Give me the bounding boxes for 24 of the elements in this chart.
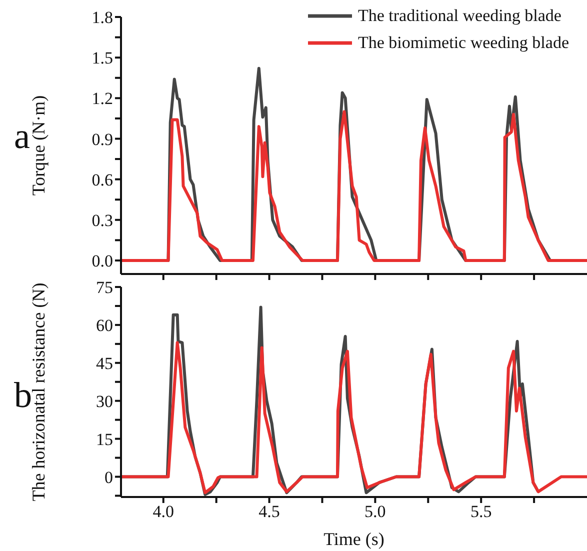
x-tick-label: 4.5 (258, 502, 280, 522)
y-tick-label: 0.6 (92, 170, 113, 190)
line-series (121, 341, 587, 494)
y-tick-label: 75 (96, 278, 113, 298)
y-tick-label: 0.3 (92, 210, 113, 230)
y-tick-label: 30 (96, 392, 113, 411)
x-tick-label: 5.5 (470, 502, 492, 522)
y-tick-label: 45 (96, 354, 113, 373)
x-tick-label: 5.0 (364, 502, 386, 522)
legend-label: The traditional weeding blade (358, 6, 562, 26)
line-series (121, 110, 587, 262)
text: a (14, 115, 30, 157)
legend-label: The biomimetic weeding blade (358, 32, 569, 52)
y-tick-label: 0 (104, 468, 113, 487)
x-tick-label: 4.0 (152, 502, 174, 522)
y-tick-label: 1.5 (92, 48, 113, 68)
x-axis-title: Time (s) (324, 529, 384, 549)
y-tick-label: 15 (96, 430, 113, 449)
y-tick-label: 1.8 (92, 8, 113, 28)
y-tick-label: 0.0 (92, 252, 113, 271)
y-tick-label: 1.2 (92, 89, 113, 108)
y-tick-label: 60 (96, 316, 113, 335)
y-tick-label: 0.9 (92, 130, 113, 149)
y-axis-title: Torque (N·m) (28, 95, 48, 196)
